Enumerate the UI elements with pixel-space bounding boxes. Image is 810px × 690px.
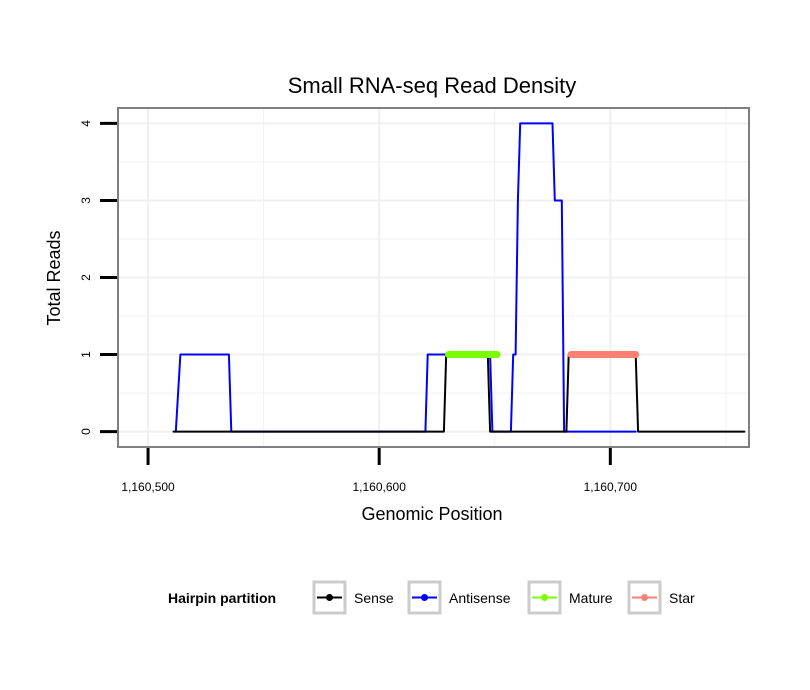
x-tick-label: 1,160,700 [584,480,638,494]
y-tick-label: 2 [79,274,93,281]
legend-label: Sense [354,590,394,606]
x-tick-label: 1,160,500 [121,480,175,494]
y-axis: 0 1 2 3 4 [79,120,117,435]
plot-panel [117,107,750,448]
legend-item-star: Star [627,580,695,615]
legend: Hairpin partition Sense Antisense Mature St… [168,580,695,615]
x-axis: 1,160,500 1,160,600 1,160,700 [121,448,637,494]
legend-key-point [541,594,548,601]
legend-item-antisense: Antisense [407,580,511,615]
y-tick-label: 0 [79,428,93,435]
grid [118,108,749,447]
y-tick-label: 1 [79,351,93,358]
legend-key-point [641,594,648,601]
legend-title: Hairpin partition [168,590,276,606]
legend-label: Antisense [449,590,511,606]
y-tick-label: 3 [79,197,93,204]
legend-key-point [421,594,428,601]
legend-label: Star [669,590,695,606]
legend-item-sense: Sense [312,580,394,615]
y-axis-title: Total Reads [44,230,64,325]
legend-item-mature: Mature [527,580,613,615]
plot-series [172,122,746,433]
legend-label: Mature [569,590,613,606]
x-tick-label: 1,160,600 [352,480,406,494]
legend-key-point [326,594,333,601]
series-sense [172,353,746,433]
x-axis-title: Genomic Position [361,504,502,524]
chart-title: Small RNA-seq Read Density [288,73,577,98]
y-tick-label: 4 [79,120,93,127]
